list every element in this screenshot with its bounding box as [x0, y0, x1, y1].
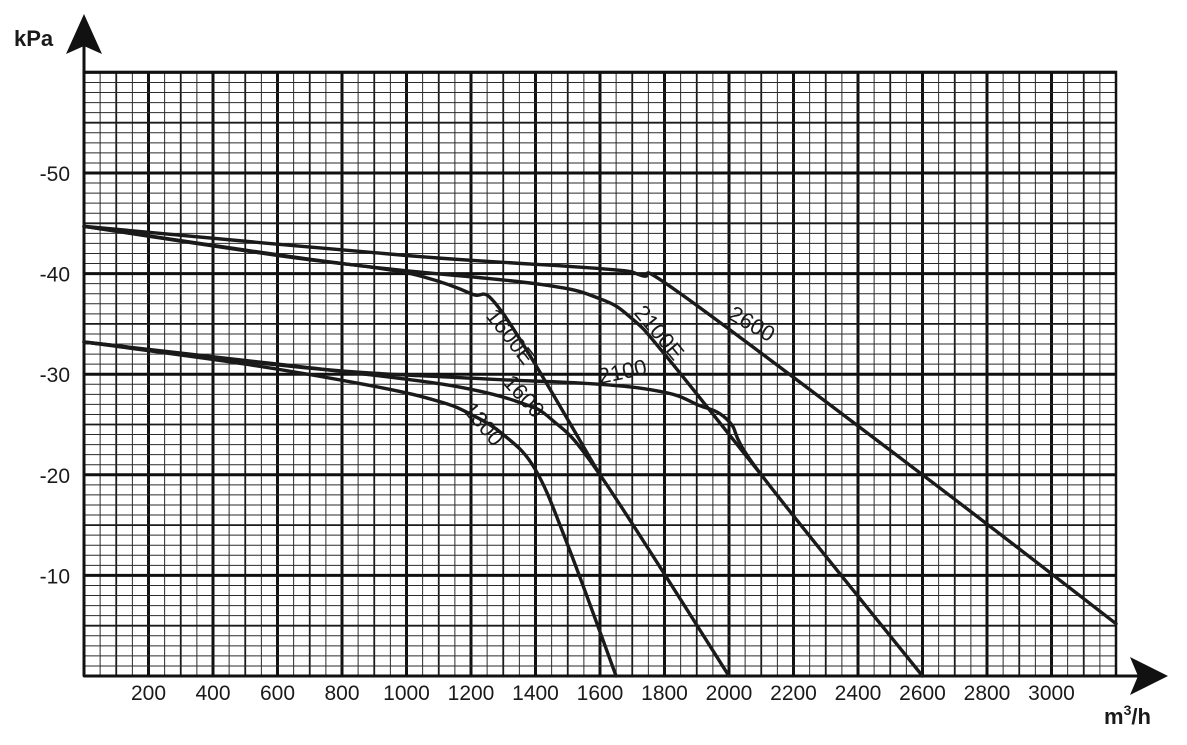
x-tick-label: 2200 [770, 682, 817, 705]
x-tick-label: 1200 [448, 682, 495, 705]
x-tick-label: 2000 [706, 682, 753, 705]
x-tick-label: 2600 [899, 682, 946, 705]
y-tick-label: -20 [40, 465, 70, 488]
x-tick-label: 1400 [512, 682, 559, 705]
tick-labels: 200 400 600 800 1000 1200 1400 1600 1800 2000 2200… [40, 163, 1075, 705]
x-tick-label: 1000 [383, 682, 430, 705]
x-axis-arrow [1130, 657, 1168, 695]
series-label-2100: 2100 [596, 354, 649, 389]
series-2100e-line [82, 224, 763, 477]
y-tick-label: -50 [40, 163, 70, 186]
series-2600-line [82, 224, 1118, 626]
x-tick-label: 1600 [577, 682, 624, 705]
y-tick-label: -30 [40, 364, 70, 387]
series-label-2600: 2600 [725, 301, 780, 347]
y-tick-label: -10 [40, 565, 70, 588]
x-tick-label: 2400 [835, 682, 882, 705]
axes [66, 14, 1168, 695]
x-tick-label: 600 [260, 682, 295, 705]
x-axis-title: m3/h [1104, 702, 1151, 729]
y-tick-label: -40 [40, 264, 70, 287]
y-axis-arrow [66, 14, 102, 54]
y-axis-title: kPa [14, 26, 54, 51]
x-tick-label: 1800 [641, 682, 688, 705]
x-tick-label: 2800 [964, 682, 1011, 705]
x-tick-label: 3000 [1028, 682, 1075, 705]
x-tick-label: 800 [324, 682, 359, 705]
x-tick-label: 200 [131, 682, 166, 705]
series-1300-line [82, 340, 618, 678]
x-tick-label: 400 [195, 682, 230, 705]
